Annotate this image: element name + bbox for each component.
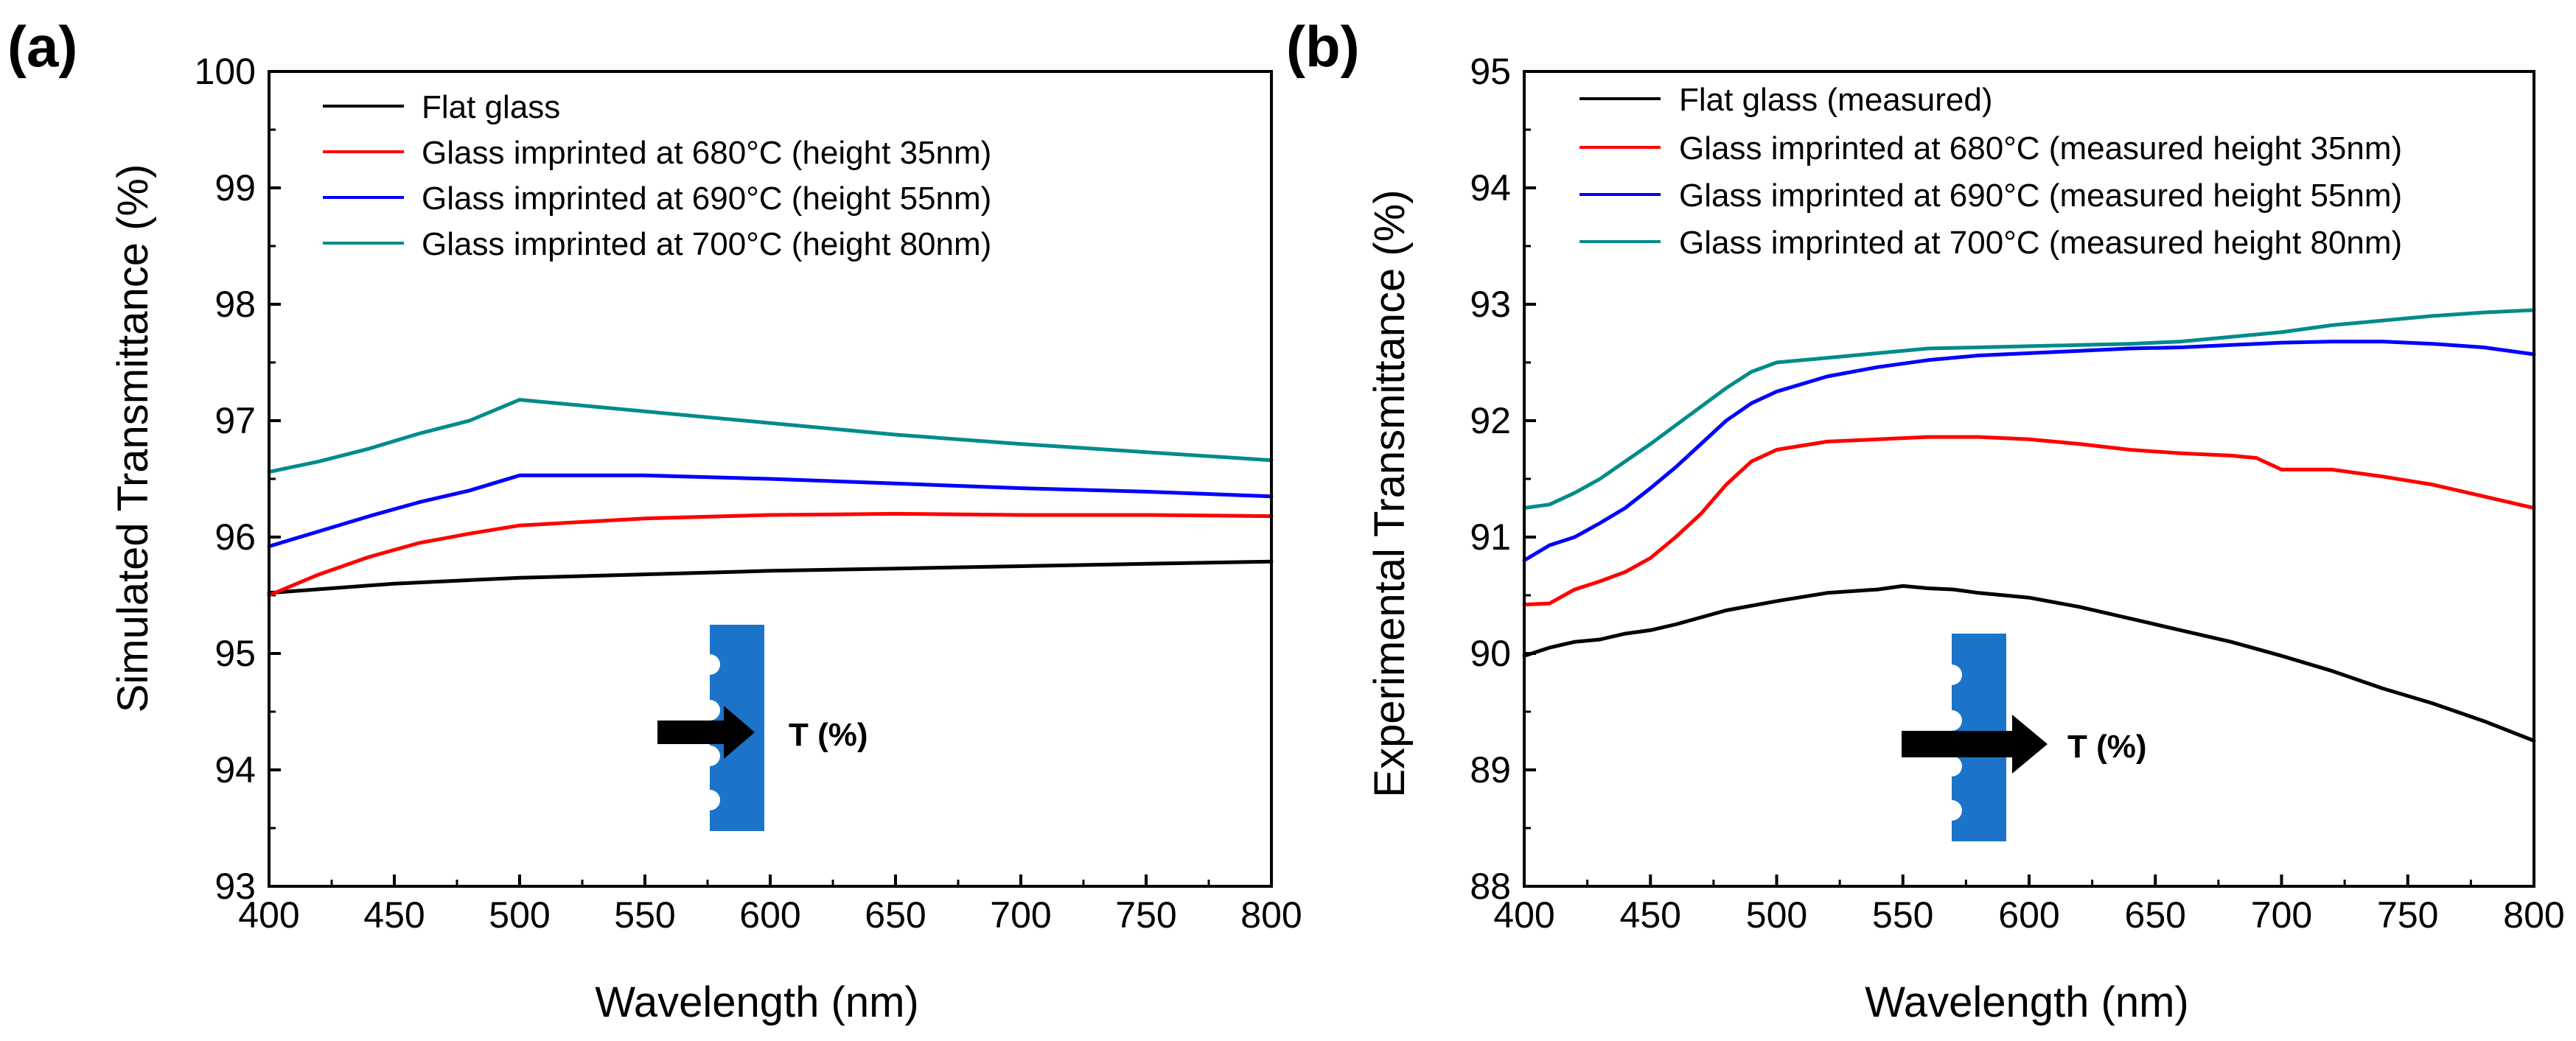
- legend-a: Flat glass Glass imprinted at 680°C (hei…: [323, 89, 991, 262]
- x-tick-label-a: 750: [1115, 894, 1176, 936]
- y-axis-title-a: Simulated Transmittance (%): [109, 164, 157, 713]
- series-line-690-a: [267, 473, 1274, 549]
- y-tick-label-a: 95: [214, 633, 256, 674]
- x-tick-label-a: 400: [238, 894, 299, 936]
- x-tick-label-b: 400: [1493, 894, 1554, 936]
- x-tick-label-b: 800: [2503, 894, 2564, 936]
- legend-label-700-b: Glass imprinted at 700°C (measured heigh…: [1679, 225, 2402, 261]
- series-line-680-a: [267, 511, 1274, 597]
- y-tick-label-a: 96: [214, 516, 256, 558]
- x-tick-label-b: 600: [1998, 894, 2059, 936]
- x-tick-label-b: 500: [1746, 894, 1807, 936]
- x-tick-label-a: 700: [990, 894, 1051, 936]
- ticks-b: 400 450 500 550 600 650 700 750 800 88 89 90 91 92 93 9…: [1470, 51, 2564, 936]
- y-axis-title-b: Experimental Transmittance (%): [1366, 189, 1414, 797]
- x-tick-label-a: 550: [614, 894, 675, 936]
- inset-schematic-b: T (%): [1902, 634, 2147, 841]
- inset-schematic-a: T (%): [657, 625, 868, 831]
- panel-label-a: (a): [7, 14, 77, 79]
- y-tick-label-b: 93: [1470, 284, 1511, 325]
- x-tick-label-a: 600: [739, 894, 800, 936]
- arrow-icon-a: [657, 706, 755, 759]
- series-line-flat-a: [267, 559, 1274, 595]
- series-lines-a: [267, 398, 1274, 597]
- series-line-700-a: [267, 398, 1274, 474]
- legend-label-flat-b: Flat glass (measured): [1679, 82, 1992, 118]
- x-axis-title-a: Wavelength (nm): [595, 978, 918, 1026]
- inset-label-b: T (%): [2067, 729, 2147, 765]
- legend-label-680-a: Glass imprinted at 680°C (height 35nm): [422, 135, 991, 171]
- legend-label-690-b: Glass imprinted at 690°C (measured heigh…: [1679, 178, 2402, 214]
- x-tick-label-b: 650: [2125, 894, 2186, 936]
- panel-a: (a) Simulated Transmittance (%) Waveleng…: [7, 14, 1302, 1026]
- legend-label-700-a: Glass imprinted at 700°C (height 80nm): [422, 226, 991, 262]
- y-tick-label-b: 88: [1470, 866, 1511, 907]
- x-tick-label-b: 550: [1872, 894, 1933, 936]
- y-tick-label-b: 90: [1470, 633, 1511, 674]
- y-tick-label-b: 91: [1470, 516, 1511, 558]
- x-tick-label-b: 450: [1620, 894, 1681, 936]
- y-tick-label-b: 95: [1470, 51, 1511, 92]
- legend-label-680-b: Glass imprinted at 680°C (measured heigh…: [1679, 130, 2402, 167]
- series-line-680-b: [1522, 435, 2536, 607]
- arrow-icon-b: [1902, 715, 2048, 774]
- legend-b: Flat glass (measured) Glass imprinted at…: [1580, 82, 2402, 261]
- plot-frame-a: [268, 70, 1273, 888]
- ticks-a: 400 450 500 550 600 650 700 750 800 93 94 95 96 97 98 9…: [195, 51, 1302, 936]
- y-tick-label-a: 98: [214, 284, 256, 325]
- x-tick-label-a: 500: [489, 894, 550, 936]
- series-line-700-b: [1522, 308, 2536, 510]
- inset-label-a: T (%): [789, 717, 868, 753]
- y-tick-label-a: 100: [195, 51, 256, 92]
- panel-label-b: (b): [1286, 14, 1360, 79]
- series-line-690-b: [1522, 340, 2536, 563]
- x-tick-label-a: 800: [1240, 894, 1302, 936]
- y-tick-label-b: 94: [1470, 167, 1511, 208]
- y-tick-label-b: 89: [1470, 749, 1511, 791]
- x-tick-label-b: 750: [2377, 894, 2438, 936]
- panel-b: (b) Experimental Transmittance (%) Wavel…: [1286, 14, 2565, 1026]
- y-tick-label-a: 93: [214, 866, 256, 907]
- x-tick-label-b: 700: [2251, 894, 2312, 936]
- y-tick-label-a: 99: [214, 167, 256, 208]
- series-line-flat-b: [1522, 583, 2536, 743]
- x-axis-title-b: Wavelength (nm): [1865, 978, 2188, 1026]
- x-tick-label-a: 650: [865, 894, 926, 936]
- series-lines-b: [1522, 308, 2536, 743]
- x-tick-label-a: 450: [363, 894, 425, 936]
- y-tick-label-a: 94: [214, 749, 256, 791]
- y-tick-label-b: 92: [1470, 400, 1511, 441]
- y-tick-label-a: 97: [214, 400, 256, 441]
- plot-frame-b: [1523, 70, 2535, 888]
- legend-label-690-a: Glass imprinted at 690°C (height 55nm): [422, 180, 991, 217]
- legend-label-flat-a: Flat glass: [422, 89, 560, 125]
